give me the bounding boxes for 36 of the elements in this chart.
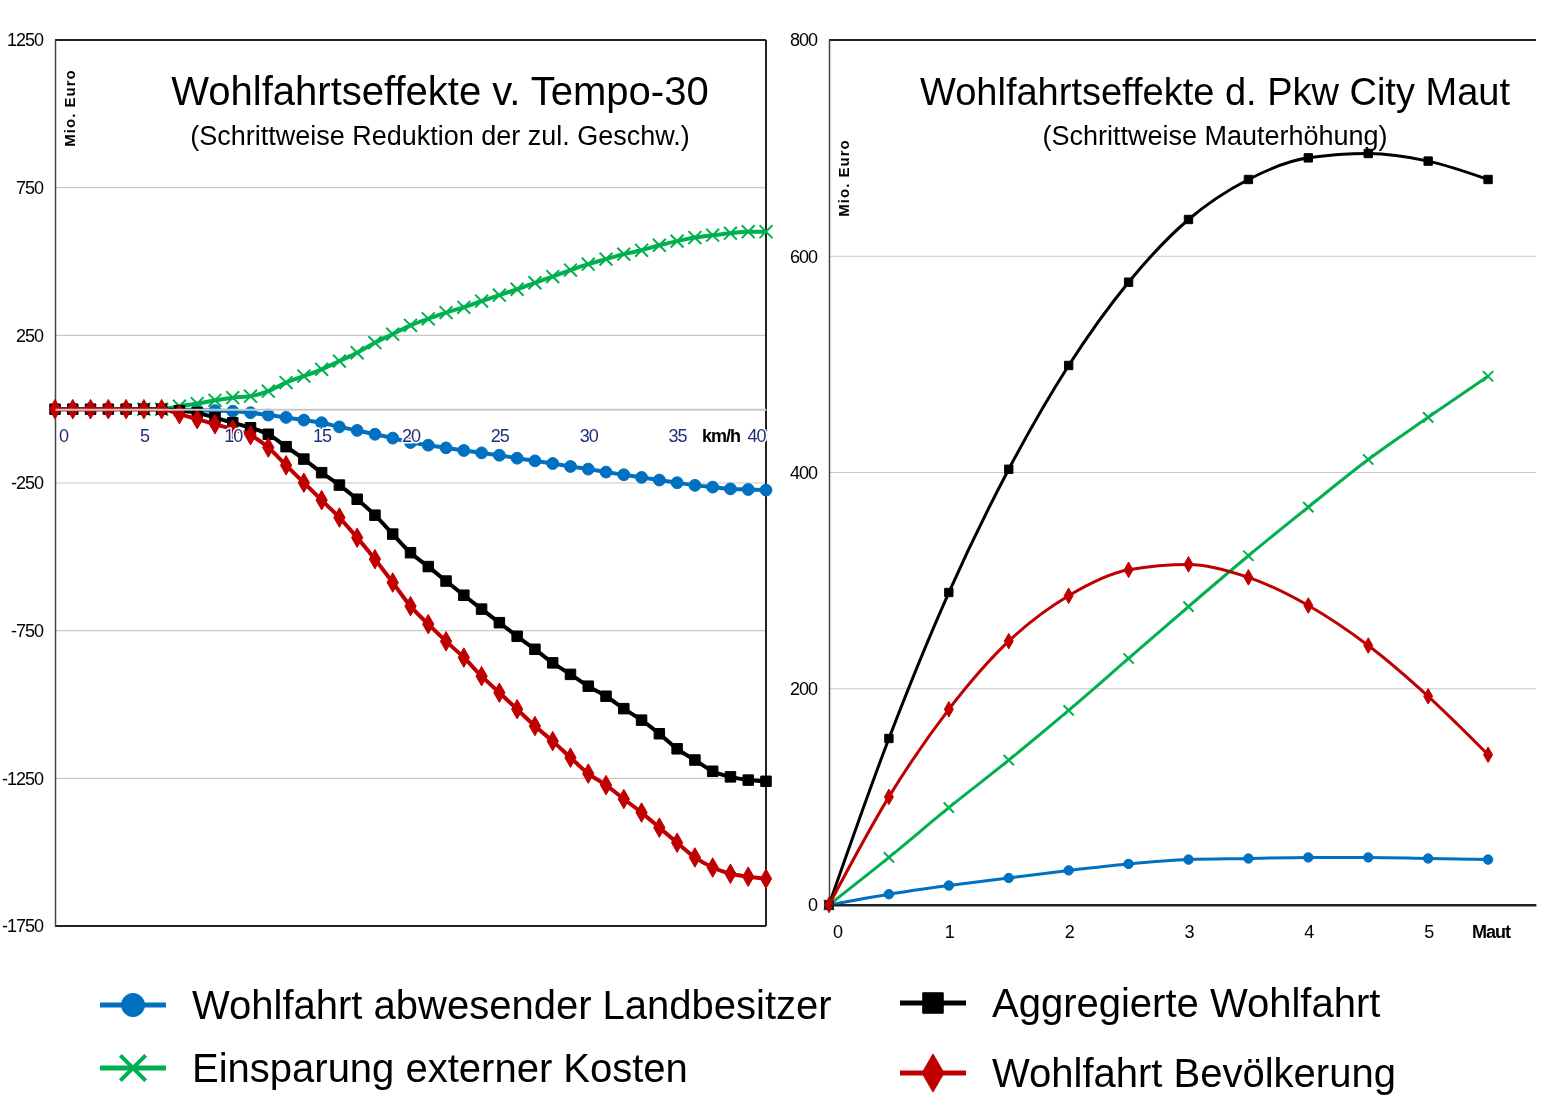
y-tick-label: -1750 xyxy=(1,916,44,937)
y-tick-label: 600 xyxy=(789,246,818,267)
x-tick-label: 3 xyxy=(1184,921,1195,942)
x-tick-label: 0 xyxy=(832,921,843,942)
x-tick-label: 35 xyxy=(668,425,688,446)
y-tick-label: 0 xyxy=(807,895,818,916)
x-tick-label: 5 xyxy=(1424,921,1435,942)
x-axis-title: km/h xyxy=(701,426,741,447)
y-tick-label: -250 xyxy=(10,473,44,494)
text: (Schrittweise Reduktion der zul. Geschw.) xyxy=(190,121,690,151)
legend-label: Wohlfahrt abwesender Landbesitzer xyxy=(192,983,832,1027)
y-tick-label: 800 xyxy=(789,30,818,51)
x-tick-label: 2 xyxy=(1064,921,1075,942)
legend-label: Wohlfahrt Bevölkerung xyxy=(992,1051,1396,1095)
y-tick-label: -750 xyxy=(10,620,44,641)
text: Wohlfahrtseffekte v. Tempo-30 xyxy=(171,69,709,113)
x-tick-label: 0 xyxy=(58,425,69,446)
y-tick-label: -1250 xyxy=(1,768,44,789)
x-tick-label: 4 xyxy=(1304,921,1315,942)
x-axis-title: Maut xyxy=(1472,922,1511,942)
x-tick-label: 30 xyxy=(579,425,599,446)
x-tick-label: 5 xyxy=(139,425,150,446)
y-tick-label: 1250 xyxy=(6,30,44,51)
y-axis-title: Mio. Euro xyxy=(61,69,78,147)
y-axis-title: Mio. Euro xyxy=(835,139,852,217)
y-tick-label: 750 xyxy=(15,177,44,198)
x-tick-label: 25 xyxy=(490,425,510,446)
text: Wohlfahrtseffekte d. Pkw City Maut xyxy=(920,71,1511,113)
y-tick-label: 400 xyxy=(789,462,818,483)
x-tick-label: 1 xyxy=(944,921,955,942)
y-tick-label: 200 xyxy=(789,679,818,700)
legend-label: Einsparung externer Kosten xyxy=(192,1046,688,1090)
text: (Schrittweise Mauterhöhung) xyxy=(1042,121,1388,151)
y-tick-label: 250 xyxy=(15,325,44,346)
x-tick-label: 15 xyxy=(313,425,333,446)
legend-label: Aggregierte Wohlfahrt xyxy=(992,981,1381,1025)
